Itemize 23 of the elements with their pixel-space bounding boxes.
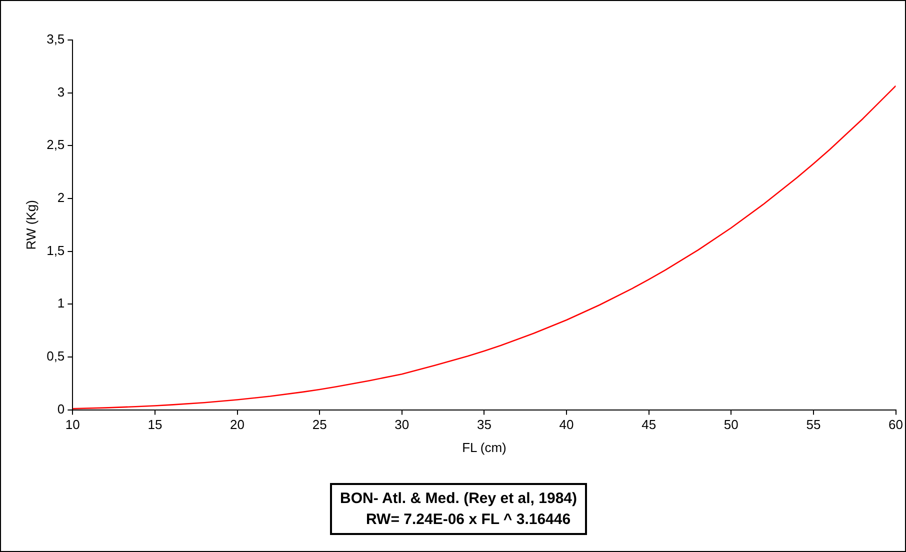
- text: BON- Atl. & Med. (Rey et al, 1984): [340, 489, 577, 509]
- y-tick-label: 3,5: [46, 32, 65, 47]
- x-tick-label: 25: [312, 417, 327, 432]
- y-tick-label: 1,5: [46, 242, 65, 258]
- y-tick-label: 3: [57, 84, 65, 100]
- x-tick-label: 45: [642, 417, 656, 432]
- x-tick-label: 35: [476, 417, 492, 432]
- x-tick-label: 50: [724, 417, 738, 432]
- text: RW= 7.24E-06 x FL ^ 3.16446: [365, 510, 572, 530]
- x-tick-label: 10: [65, 417, 80, 432]
- y-tick-label: 0: [57, 401, 65, 416]
- x-tick-label: 15: [148, 417, 162, 432]
- y-axis-title: RW (Kg): [23, 200, 38, 250]
- y-tick-label: 1: [57, 296, 65, 311]
- x-tick-label: 55: [806, 417, 821, 432]
- x-axis-title: FL (cm): [462, 440, 506, 455]
- x-tick-label: 40: [559, 417, 574, 432]
- x-tick-label: 60: [888, 417, 904, 432]
- y-tick-label: 2: [57, 190, 65, 206]
- x-tick-label: 30: [394, 417, 410, 432]
- x-tick-label: 20: [230, 417, 245, 432]
- y-tick-label: 2,5: [46, 137, 65, 152]
- y-tick-label: 0,5: [46, 348, 65, 364]
